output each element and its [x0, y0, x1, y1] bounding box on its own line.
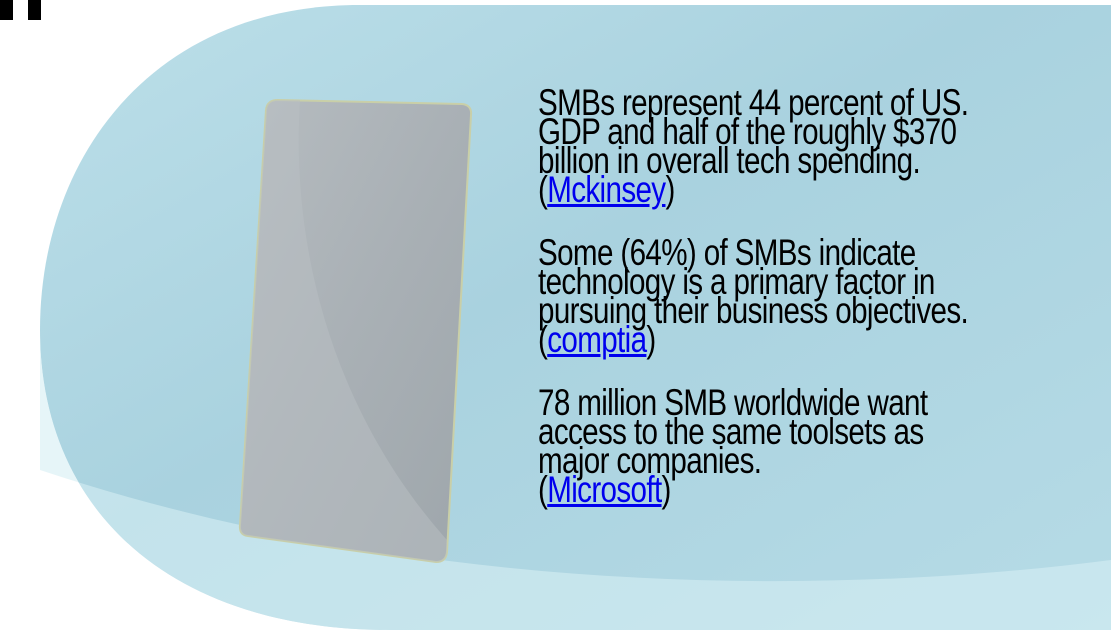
fact: SMBs represent 44 percent of US.GDP and … [538, 88, 1050, 204]
paren: ) [646, 319, 655, 360]
source-link[interactable]: Microsoft [547, 469, 661, 510]
source-link[interactable]: comptia [547, 319, 646, 360]
corner-glyph [28, 0, 41, 20]
page: SMB facts {"paragraphs": [ {"lines": ["S… [0, 0, 1111, 630]
corner-glyph [0, 0, 13, 20]
slide: SMBs represent 44 percent of US.GDP and … [0, 0, 1111, 630]
paren: ( [538, 169, 547, 210]
source-link[interactable]: Mckinsey [547, 169, 665, 210]
paren: ( [538, 469, 547, 510]
paren: ( [538, 319, 547, 360]
paren: ) [662, 469, 671, 510]
source: (Microsoft) [538, 475, 1050, 504]
paren: ) [665, 169, 674, 210]
facts: SMBs represent 44 percent of US.GDP and … [538, 88, 1050, 504]
